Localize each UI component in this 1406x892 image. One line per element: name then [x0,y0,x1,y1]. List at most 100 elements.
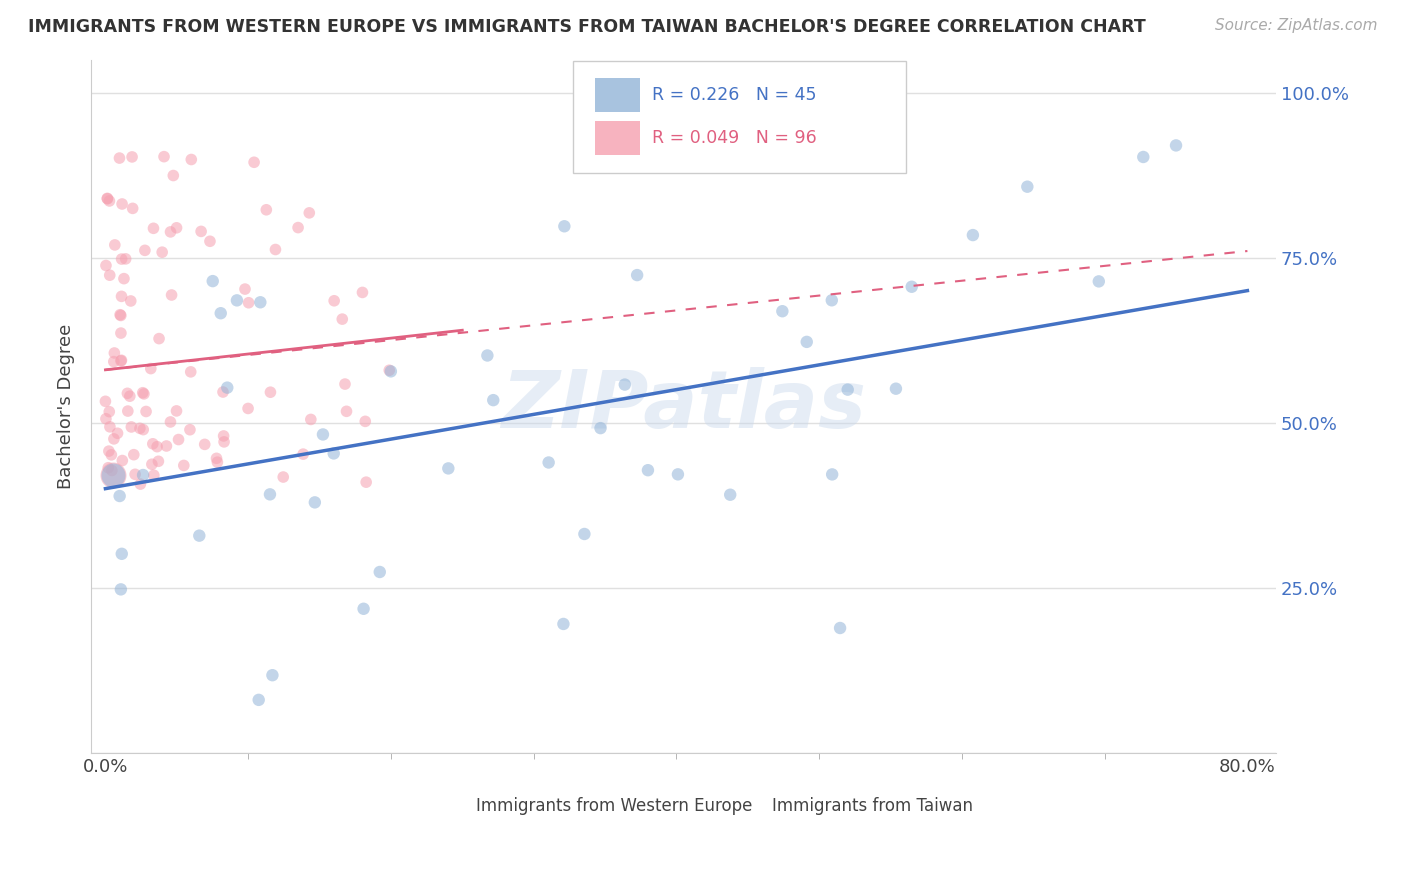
Point [118,389,141,403]
Point [117,386,139,401]
Point [666,467,689,482]
Point [120,293,142,308]
Text: Immigrants from Taiwan: Immigrants from Taiwan [772,797,973,815]
Point [553,219,575,234]
Point [142,221,165,235]
Point [160,288,183,302]
Point [166,404,188,418]
Point [287,220,309,235]
Point [104,238,127,252]
Point [249,295,271,310]
Point [368,565,391,579]
Point [212,384,235,399]
Point [155,439,177,453]
Point [142,468,165,483]
Point [117,404,139,418]
FancyBboxPatch shape [440,795,467,817]
Point [900,279,922,293]
Point [194,437,217,451]
Point [124,467,146,482]
Point [589,421,612,435]
Point [146,440,169,454]
Point [96,192,118,206]
Point [132,385,155,400]
Point [111,453,134,467]
Point [821,293,844,308]
Point [180,153,202,167]
Point [98,194,121,208]
Point [353,601,375,615]
Point [111,547,134,561]
Point [96,191,118,205]
Point [188,529,211,543]
Point [132,468,155,483]
Point [304,495,326,509]
Point [103,354,125,368]
Point [110,354,132,368]
Point [132,423,155,437]
Point [323,293,346,308]
Point [110,326,132,340]
Text: R = 0.049   N = 96: R = 0.049 N = 96 [651,129,817,147]
Point [1088,274,1111,288]
Point [103,346,125,360]
Point [111,252,134,266]
Point [962,228,984,243]
Point [122,448,145,462]
Point [121,202,143,216]
Point [139,361,162,376]
Point [254,202,277,217]
Point [132,387,155,401]
Point [100,448,122,462]
Point [108,151,131,165]
Point [148,454,170,468]
Point [101,468,124,483]
Point [537,455,560,469]
Point [837,383,859,397]
Point [94,394,117,409]
Point [148,332,170,346]
Point [190,224,212,238]
Point [233,282,256,296]
Point [238,295,260,310]
Point [828,621,851,635]
Point [94,259,117,273]
Point [271,470,294,484]
Point [110,289,132,303]
Point [333,377,356,392]
Point [101,463,124,477]
Point [205,451,228,466]
Point [259,385,281,400]
Point [574,527,596,541]
Point [247,693,270,707]
Point [150,245,173,260]
Point [212,429,235,443]
Point [94,411,117,425]
FancyBboxPatch shape [737,795,763,817]
FancyBboxPatch shape [595,78,640,112]
Point [114,252,136,266]
Point [236,401,259,416]
Point [262,668,284,682]
Point [98,420,121,434]
Point [264,243,287,257]
FancyBboxPatch shape [595,121,640,154]
Point [1017,179,1039,194]
Point [626,268,648,282]
Point [299,412,322,426]
Point [1132,150,1154,164]
Point [142,437,165,451]
Point [129,477,152,491]
Point [134,244,156,258]
Point [97,460,120,475]
Point [167,433,190,447]
Point [292,447,315,461]
Point [637,463,659,477]
Point [198,234,221,248]
Point [98,405,121,419]
Point [98,268,121,283]
Point [201,274,224,288]
Point [120,420,142,434]
Text: ZIPatlas: ZIPatlas [501,368,866,445]
Point [107,426,129,441]
